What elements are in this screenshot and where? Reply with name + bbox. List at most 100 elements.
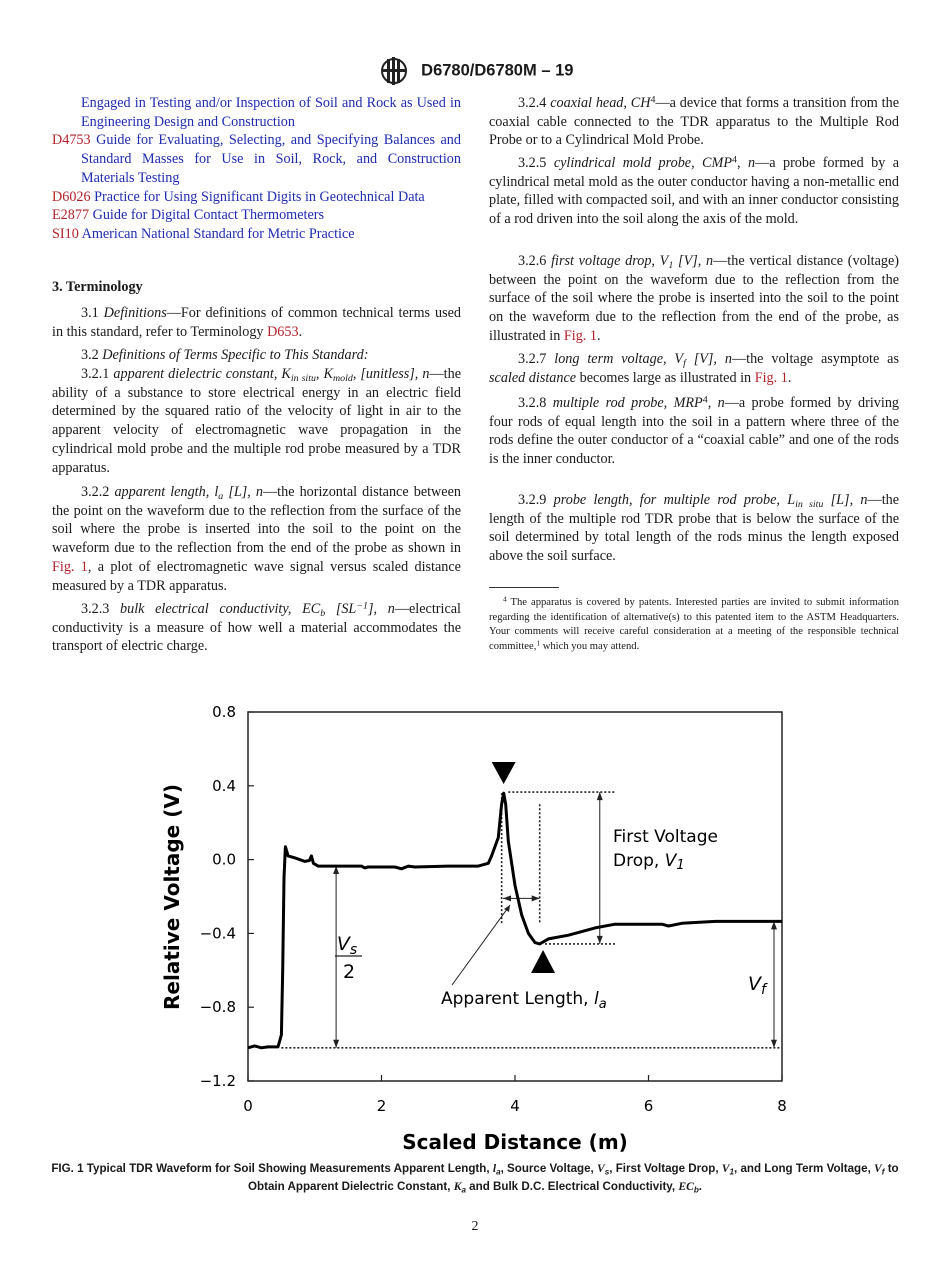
x-tick-label: 0 xyxy=(243,1097,253,1115)
text-run: −1 xyxy=(356,600,368,612)
text-run: a xyxy=(461,1185,466,1195)
reference-title-link[interactable]: Engaged in Testing and/or Inspection of … xyxy=(81,95,461,130)
text-run: —a device that forms a transition from t… xyxy=(489,95,900,149)
label-part: V xyxy=(748,973,763,995)
reference-title-link[interactable]: Guide for Evaluating, Selecting, and Spe… xyxy=(81,132,461,186)
paragraph-3-2-8: 3.2.8 multiple rod probe, MRP4, n—a prob… xyxy=(489,394,899,469)
reference-item[interactable]: D4753 Guide for Evaluating, Selecting, a… xyxy=(52,131,461,187)
text-run: —the horizontal distance between the poi… xyxy=(52,484,461,557)
paragraph-3-2-3: 3.2.3 bulk electrical conductivity, ECb … xyxy=(52,600,461,656)
text-run: s xyxy=(604,1167,610,1177)
text-run: , a plot of electromagnetic wave signal … xyxy=(52,558,461,594)
waveform-line xyxy=(247,791,782,1050)
text-run: Definitions xyxy=(103,305,167,321)
text-run: , and Long Term Voltage, xyxy=(734,1162,875,1175)
apparent-length-arrow-heads xyxy=(502,895,540,902)
reference-item[interactable]: SI10 American National Standard for Metr… xyxy=(52,225,461,244)
y-tick-label: 0.0 xyxy=(212,851,236,869)
reference-item[interactable]: D6026 Practice for Using Significant Dig… xyxy=(52,188,461,207)
figure-caption: FIG. 1 Typical TDR Waveform for Soil Sho… xyxy=(40,1160,910,1196)
long-term-voltage-label: Vf xyxy=(748,973,768,998)
reference-link[interactable]: Fig. 1 xyxy=(563,327,597,344)
y-tick-label: 0.8 xyxy=(212,703,236,721)
text-run: n xyxy=(747,155,756,171)
label-part: 1 xyxy=(676,858,684,873)
reference-link[interactable]: E2877 xyxy=(52,207,90,224)
text-run: —the ability of a substance to store ele… xyxy=(52,366,462,476)
text-run: a xyxy=(496,1167,501,1177)
text-run: . xyxy=(597,327,601,344)
text-run: 4 xyxy=(732,154,737,166)
reference-link[interactable]: Fig. 1 xyxy=(52,558,88,575)
reference-title-link[interactable]: Guide for Digital Contact Thermometers xyxy=(89,207,324,224)
text-run: FIG. 1 Typical TDR Waveform for Soil Sho… xyxy=(51,1162,493,1175)
paragraph-3-2-5: 3.2.5 cylindrical mold probe, CMP4, n—a … xyxy=(489,154,899,229)
y-tick-label: −0.8 xyxy=(200,998,236,1016)
apparent-length-label: Apparent Length, la xyxy=(441,989,607,1012)
x-tick-label: 8 xyxy=(777,1097,787,1115)
text-run: , xyxy=(707,395,718,411)
paragraph-3-2-7: 3.2.7 long term voltage, Vf [V], n—the v… xyxy=(489,350,899,387)
text-run: 3.2.2 xyxy=(81,484,115,500)
label-part: V xyxy=(665,851,678,871)
text-run: —electrical conductivity is a measure of… xyxy=(52,601,461,655)
label-part: V xyxy=(337,933,352,955)
tdr-waveform-chart: 0.8 0.4 0.0 −0.4 −0.8 −1.2 0 2 4 6 8 Scaled Distanc… xyxy=(160,703,787,1154)
section-heading: 3. Terminology xyxy=(52,279,143,295)
text-run: apparent dielectric constant, K xyxy=(113,366,291,382)
text-run: 3.2.5 xyxy=(518,155,554,171)
paragraph-3-2-6: 3.2.6 first voltage drop, V1 [V], n—the … xyxy=(489,252,899,346)
text-run: apparent length, l xyxy=(114,484,219,500)
text-run: V xyxy=(597,1162,605,1175)
fraction-denominator: 2 xyxy=(343,961,355,983)
reference-link[interactable]: D6026 xyxy=(52,188,91,205)
text-run: 3.2 xyxy=(81,347,103,363)
apparent-length-pointer-head xyxy=(504,905,510,912)
text-run: becomes large as illustrated in xyxy=(576,369,755,386)
reference-link[interactable]: SI10 xyxy=(52,225,79,242)
text-run: to Obtain Apparent Dielectric Constant, xyxy=(247,1162,899,1193)
text-run: Definitions of Terms Specific to This St… xyxy=(102,347,369,363)
page-number: 2 xyxy=(471,1219,479,1234)
text-run: 3.1 xyxy=(81,305,104,321)
text-run: 4 xyxy=(702,394,708,406)
reference-link[interactable]: Fig. 1 xyxy=(754,369,788,386)
footnote-divider xyxy=(489,587,559,588)
text-run: [V], n xyxy=(673,253,714,269)
text-run: , First Voltage Drop, xyxy=(609,1162,722,1175)
reference-item[interactable]: E2877 Guide for Digital Contact Thermome… xyxy=(52,206,461,225)
source-voltage-label: Vs xyxy=(337,933,357,958)
reference-title-link[interactable]: American National Standard for Metric Pr… xyxy=(78,225,355,242)
text-run: V xyxy=(874,1162,882,1175)
y-tick-label: 0.4 xyxy=(212,777,236,795)
text-run: , [unitless], n xyxy=(352,366,430,382)
reference-link[interactable]: D4753 xyxy=(52,132,91,149)
label-part: Apparent Length, xyxy=(441,989,594,1009)
text-run: 3.2.7 xyxy=(518,351,555,367)
text-run: —a probe formed by driving four rods of … xyxy=(489,395,900,468)
label-part: a xyxy=(599,997,607,1012)
x-axis-label: Scaled Distance (m) xyxy=(402,1130,628,1154)
reference-item[interactable]: Engaged in Testing and/or Inspection of … xyxy=(52,94,461,131)
text-run: 4 xyxy=(650,94,656,106)
text-run: 3.2.1 xyxy=(81,366,114,382)
footnote-4: 4 The apparatus is covered by patents. I… xyxy=(489,594,899,654)
text-run: b xyxy=(693,1185,699,1195)
label-part: l xyxy=(594,989,599,1009)
text-run: EC xyxy=(678,1180,694,1193)
text-run: 1 xyxy=(536,638,541,648)
referenced-documents-list: Engaged in Testing and/or Inspection of … xyxy=(52,94,461,244)
text-run: V xyxy=(721,1162,730,1175)
astm-logo xyxy=(380,57,407,85)
text-run: in situ xyxy=(290,372,316,384)
paragraph-3-1: 3.1 Definitions—For definitions of commo… xyxy=(52,304,461,341)
text-run: 4 xyxy=(503,594,507,604)
y-tick-label: −0.4 xyxy=(200,924,236,942)
reference-title-link[interactable]: Practice for Using Significant Digits in… xyxy=(90,188,425,205)
reference-link[interactable]: D653 xyxy=(267,323,299,340)
text-run: cylindrical mold probe, CMP xyxy=(553,155,733,171)
paragraph-3-2-2: 3.2.2 apparent length, la [L], n—the hor… xyxy=(52,483,461,595)
paragraph-3-2-1: 3.2.1 apparent dielectric constant, Kin … xyxy=(52,365,461,477)
text-run: in situ xyxy=(795,498,824,510)
text-run: scaled distance xyxy=(489,369,577,386)
